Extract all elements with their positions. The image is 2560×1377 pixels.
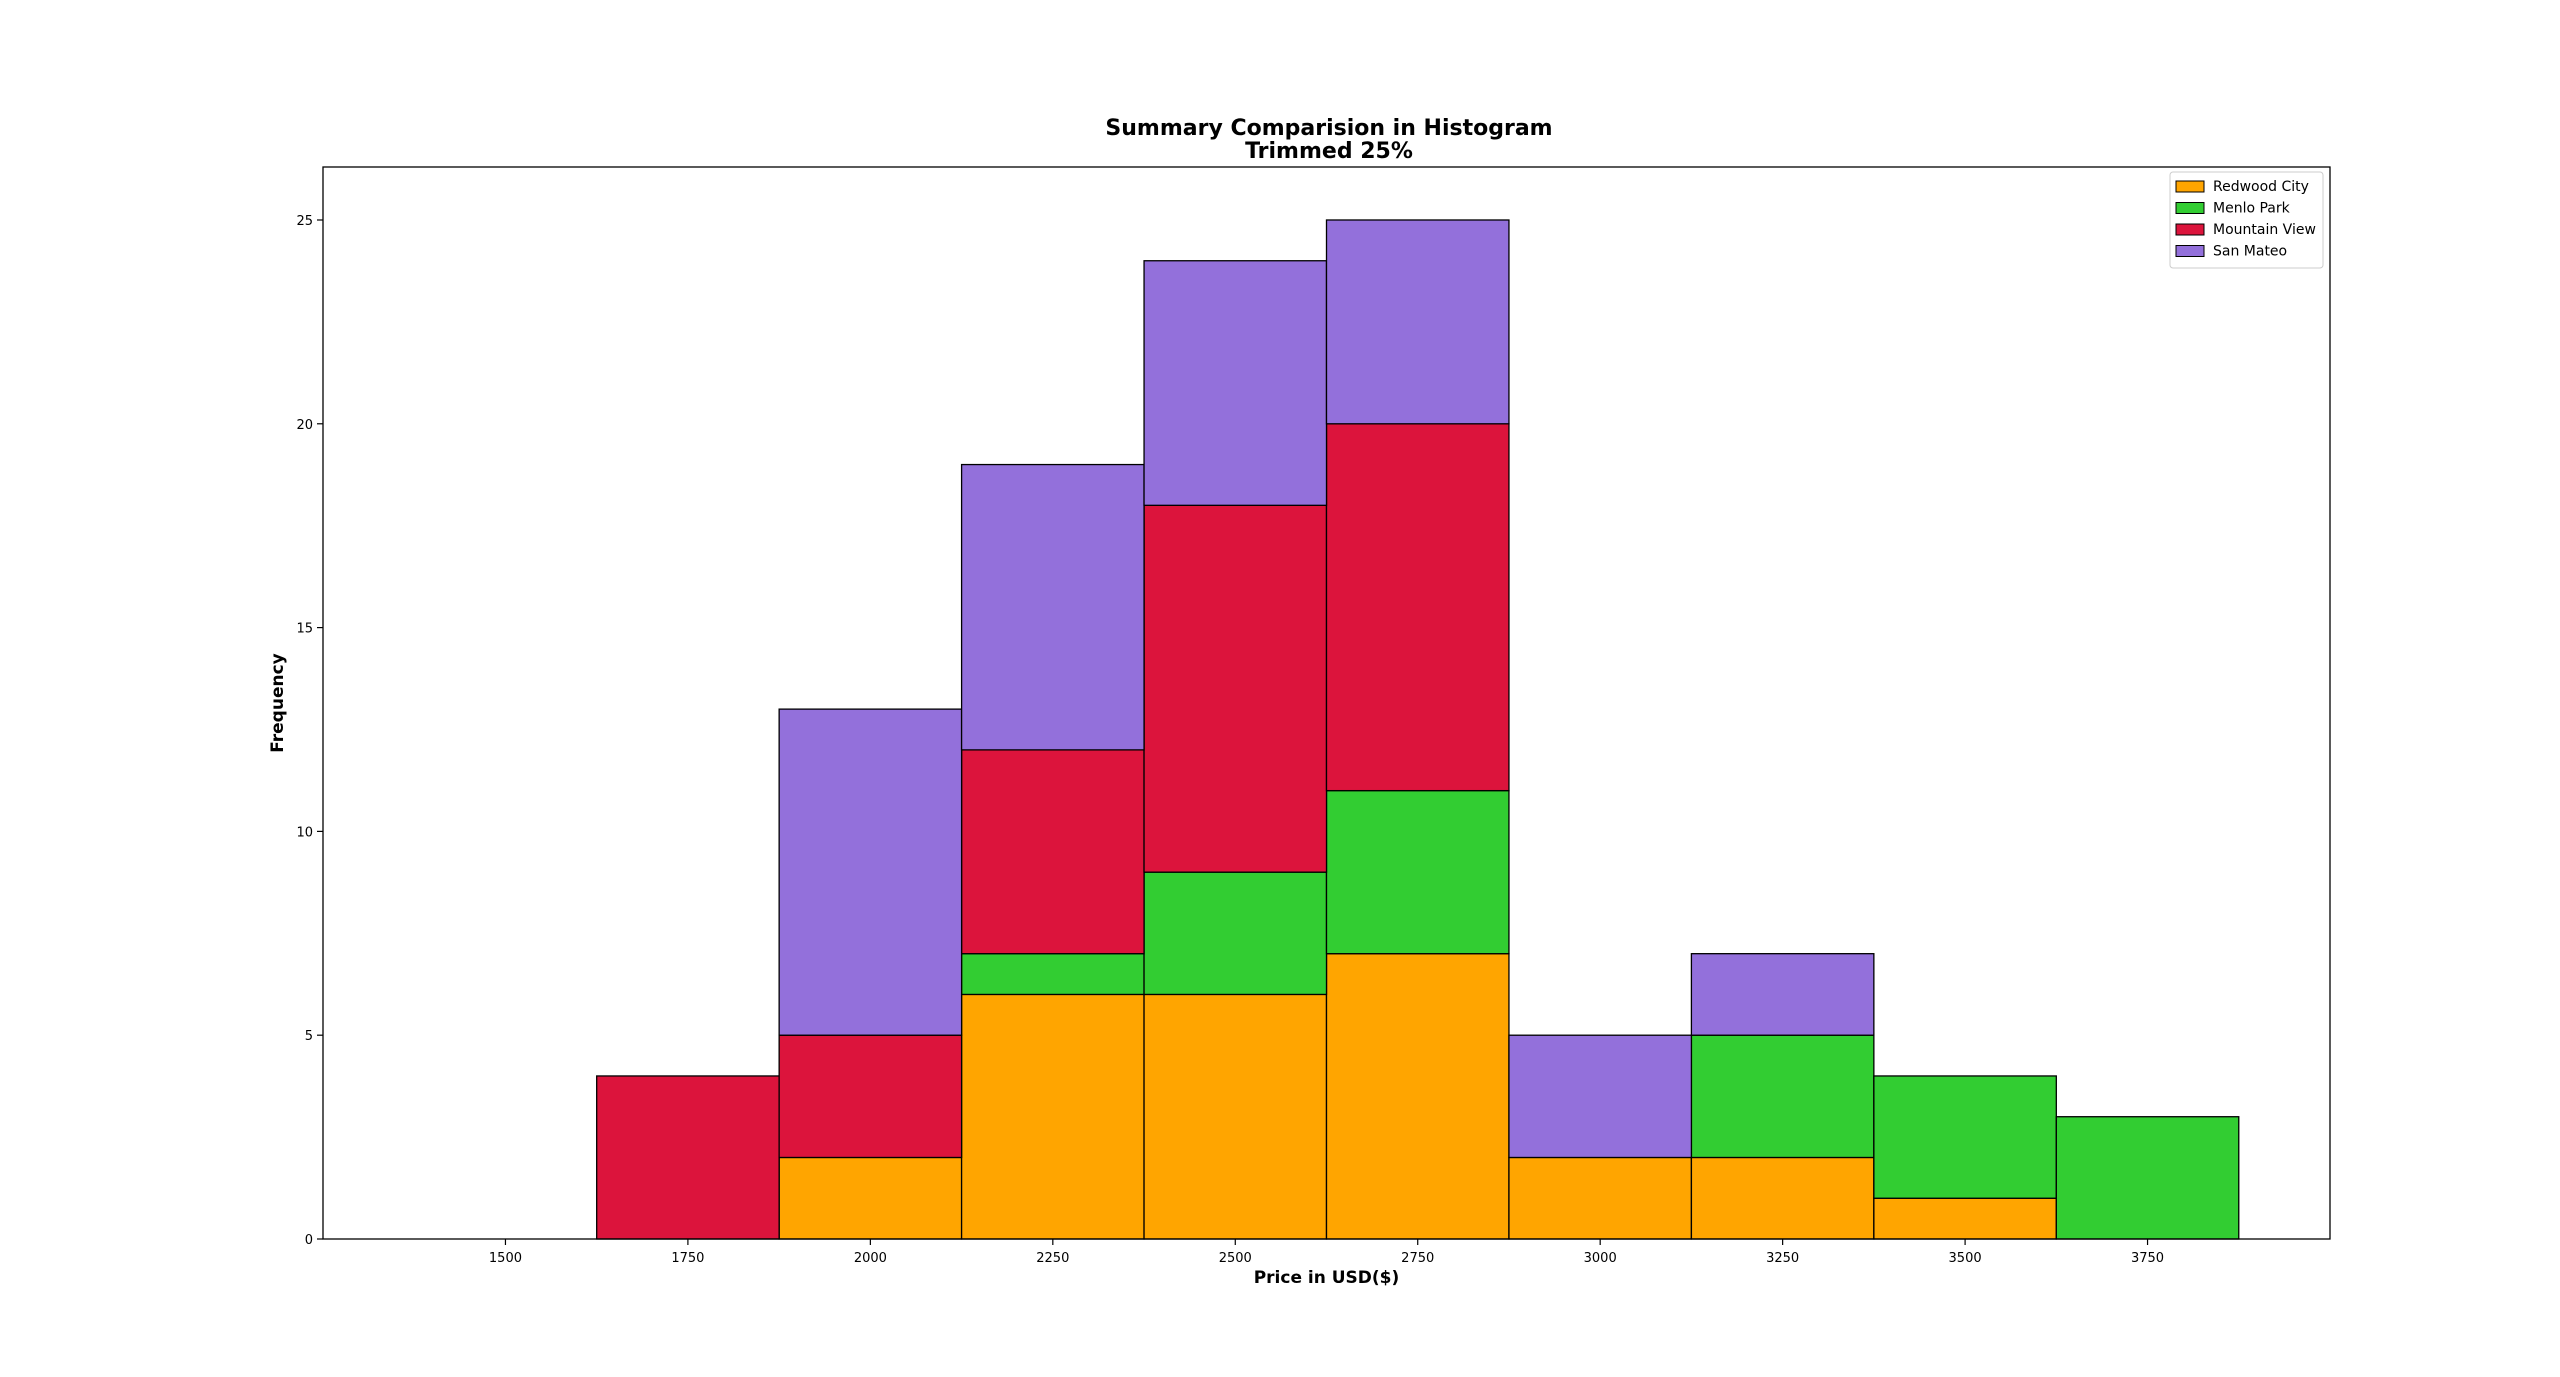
bar-menlo-park-bin-7 <box>1690 1034 1875 1159</box>
bar-mountain-view-bin-3 <box>960 749 1145 955</box>
y-tick-label: 15 <box>296 622 313 637</box>
bar-mountain-view-bin-2 <box>778 1034 963 1159</box>
chart-subtitle: Trimmed 25% <box>1245 139 1413 164</box>
legend-swatch <box>2175 180 2205 193</box>
x-tick-label: 2000 <box>854 1251 887 1266</box>
bar-redwood-city-bin-7 <box>1690 1156 1875 1240</box>
bar-san-mateo-bin-4 <box>1143 260 1328 506</box>
bar-san-mateo-bin-2 <box>778 708 963 1036</box>
legend-label: Menlo Park <box>2213 201 2291 217</box>
legend-label: San Mateo <box>2213 244 2287 260</box>
bar-san-mateo-bin-7 <box>1690 953 1875 1036</box>
legend-box <box>2169 171 2324 269</box>
x-tick-label: 3250 <box>1766 1251 1799 1266</box>
bar-mountain-view-bin-5 <box>1325 423 1510 792</box>
legend-label: Mountain View <box>2213 222 2316 238</box>
bar-menlo-park-bin-5 <box>1325 789 1510 955</box>
bar-redwood-city-bin-8 <box>1873 1197 2057 1240</box>
legend-swatch <box>2175 245 2205 257</box>
bar-redwood-city-bin-6 <box>1508 1156 1693 1240</box>
bar-redwood-city-bin-4 <box>1143 993 1328 1240</box>
y-tick-label: 10 <box>296 825 313 840</box>
plot-frame <box>322 166 2331 1240</box>
x-tick-label: 1750 <box>671 1251 704 1266</box>
y-tick-label: 20 <box>296 418 313 433</box>
x-axis: 1500 1750 2000 2250 2500 2750 3000 3250 3500 3750 <box>489 1239 2164 1266</box>
chart-title: Summary Comparision in Histogram <box>1105 116 1552 141</box>
legend-swatch <box>2175 223 2205 236</box>
x-tick-label: 2750 <box>1401 1251 1434 1266</box>
y-axis-label: Frequency <box>268 653 288 753</box>
bar-menlo-park-bin-3 <box>960 953 1145 996</box>
bar-san-mateo-bin-5 <box>1325 219 1510 425</box>
legend: Redwood City Menlo Park Mountain View San M… <box>2169 171 2324 269</box>
bar-redwood-city-bin-3 <box>960 993 1145 1240</box>
y-tick-label: 25 <box>296 214 313 229</box>
x-tick-label: 2250 <box>1036 1251 1069 1266</box>
legend-swatch <box>2175 202 2205 214</box>
y-tick-label: 5 <box>305 1029 313 1044</box>
bars-group <box>596 219 2240 1240</box>
bar-menlo-park-bin-9 <box>2055 1116 2240 1240</box>
y-axis: 0 5 10 15 20 25 <box>296 214 323 1248</box>
bar-redwood-city-bin-5 <box>1325 953 1510 1240</box>
bar-san-mateo-bin-6 <box>1508 1034 1693 1159</box>
x-tick-label: 2500 <box>1219 1251 1252 1266</box>
bar-menlo-park-bin-4 <box>1143 871 1328 996</box>
x-tick-label: 3750 <box>2131 1251 2164 1266</box>
bar-redwood-city-bin-2 <box>778 1156 963 1240</box>
x-tick-label: 1500 <box>489 1251 522 1266</box>
bar-san-mateo-bin-3 <box>960 463 1145 751</box>
x-tick-label: 3000 <box>1584 1251 1617 1266</box>
x-tick-label: 3500 <box>1949 1251 1982 1266</box>
bar-mountain-view-bin-4 <box>1143 504 1328 873</box>
x-axis-label: Price in USD($) <box>1254 1268 1400 1288</box>
y-tick-label: 0 <box>305 1233 313 1248</box>
bar-menlo-park-bin-8 <box>1873 1075 2057 1199</box>
bar-mountain-view-bin-1 <box>596 1075 780 1240</box>
legend-label: Redwood City <box>2213 179 2309 195</box>
